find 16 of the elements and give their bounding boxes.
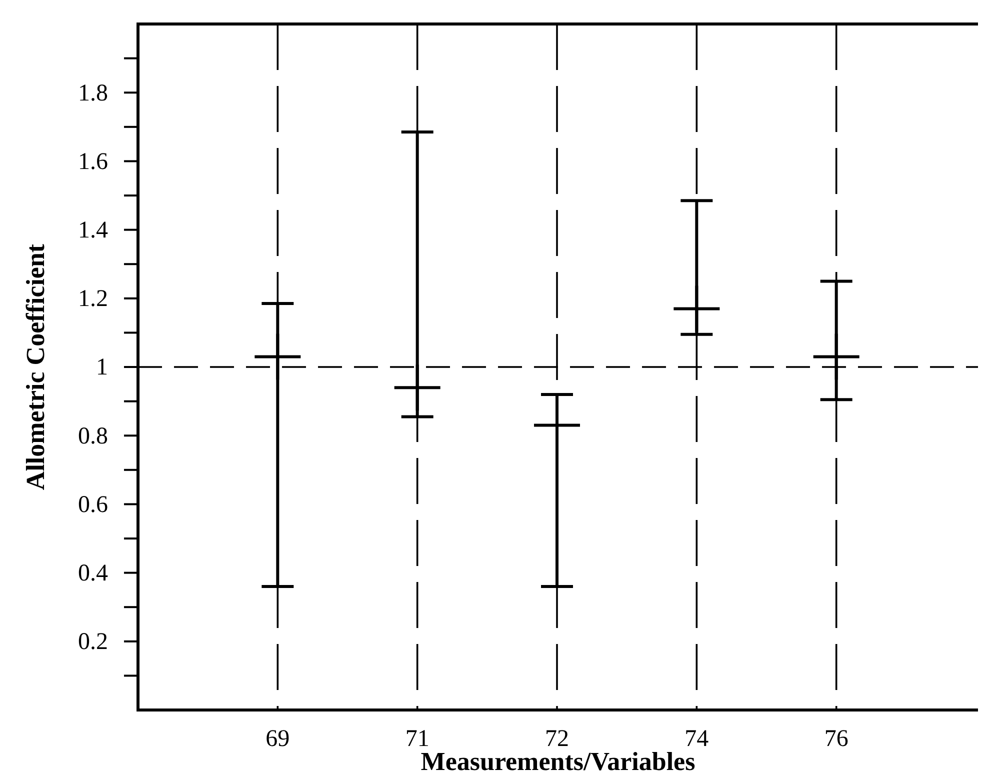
point xyxy=(254,334,301,380)
y-tick-label: 0.4 xyxy=(78,560,108,586)
y-tick-label: 1.4 xyxy=(78,217,108,244)
y-tick-label: 0.8 xyxy=(78,423,108,450)
y-tick-label: 0.6 xyxy=(78,492,108,518)
x-tick-label: 76 xyxy=(824,726,848,752)
y-axis-title: Allometric Coefficient xyxy=(21,244,50,490)
point xyxy=(813,334,860,380)
point xyxy=(674,286,720,332)
point xyxy=(394,364,440,411)
y-tick-label: 1 xyxy=(96,354,108,381)
y-tick-label: 0.2 xyxy=(78,629,108,656)
x-tick-label: 69 xyxy=(266,726,290,752)
y-tick-label: 1.6 xyxy=(78,148,108,175)
y-tick-label: 1.2 xyxy=(78,286,108,312)
y-tick-label: 1.8 xyxy=(78,80,108,106)
